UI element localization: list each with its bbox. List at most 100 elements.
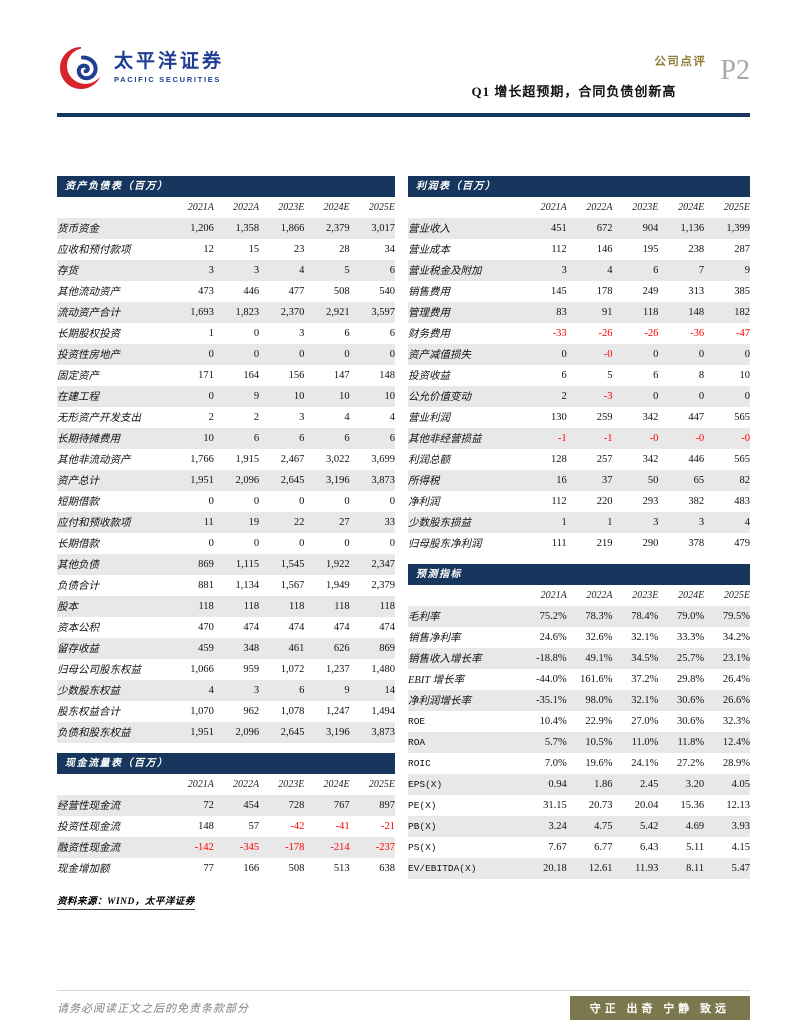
cell-value: 15 [248, 244, 260, 255]
cell-value: 474 [333, 622, 350, 633]
cell-value: 23.1% [722, 653, 750, 664]
cell-value: 128 [550, 454, 567, 465]
table-row: PS(X) 7.67 6.77 6.43 5.11 4.15 [408, 837, 750, 858]
cell-value: 34 [384, 244, 396, 255]
cell-value: 1,070 [190, 706, 214, 717]
cell-value: 12.13 [726, 800, 750, 811]
cell-value: 1,866 [280, 223, 305, 234]
cell-value: 565 [734, 454, 750, 465]
cell-value: 50 [647, 475, 659, 486]
balance-sheet-section: 资产负债表（百万） 2021A 2022A 2023E 2024E 2025E 货币资金 1… [57, 176, 395, 743]
cell-value: 1,066 [190, 664, 214, 675]
year-column-header: 2025E [704, 197, 750, 218]
cell-value: 378 [688, 538, 705, 549]
cell-value: 2,370 [280, 307, 305, 318]
year-column-header: 2022A [566, 197, 613, 218]
table-row: 其他非经营损益 -1 -1 -0 -0 -0 [408, 428, 750, 449]
cell-value: 479 [734, 538, 750, 549]
table-row: 在建工程 0 9 10 10 10 [57, 386, 395, 407]
cell-value: 32.1% [631, 632, 659, 643]
cell-value: 10 [739, 370, 751, 381]
row-label: 长期股权投资 [57, 329, 120, 340]
cell-value: 112 [551, 496, 567, 507]
cell-value: 29.8% [677, 674, 705, 685]
cell-value: 1,915 [235, 454, 260, 465]
cell-value: 161.6% [580, 674, 613, 685]
cell-value: 220 [596, 496, 613, 507]
cell-value: 0 [299, 538, 305, 549]
row-label: 营业税金及附加 [408, 266, 482, 277]
cell-value: 2 [208, 412, 214, 423]
cell-value: 1,247 [326, 706, 350, 717]
table-row: 销售费用 145 178 249 313 385 [408, 281, 750, 302]
table-row: 融资性现金流 -142 -345 -178 -214 -237 [57, 837, 395, 858]
cell-value: 959 [243, 664, 260, 675]
cell-value: 3,196 [326, 727, 350, 738]
cell-value: 1,545 [280, 559, 305, 570]
cell-value: 147 [333, 370, 350, 381]
cell-value: 2,347 [371, 559, 395, 570]
table-row: 少数股东权益 4 3 6 9 14 [57, 680, 395, 701]
cell-value: 6 [344, 328, 350, 339]
row-label: ROA [408, 737, 426, 748]
cell-value: 1,951 [190, 727, 214, 738]
cell-value: -0 [603, 349, 613, 360]
header-divider [57, 113, 750, 117]
cell-value: 22 [293, 517, 305, 528]
cell-value: 869 [379, 643, 395, 654]
cell-value: 33 [384, 517, 396, 528]
table-row: 投资收益 6 5 6 8 10 [408, 365, 750, 386]
cell-value: 1,078 [280, 706, 305, 717]
cell-value: 1,766 [190, 454, 214, 465]
cell-value: -214 [330, 842, 350, 853]
cell-value: 65 [693, 475, 705, 486]
cell-value: 72 [203, 800, 214, 811]
cell-value: 20.73 [588, 800, 613, 811]
table-row: 资产减值损失 0 -0 0 0 0 [408, 344, 750, 365]
table-row: 长期待摊费用 10 6 6 6 6 [57, 428, 395, 449]
cell-value: 219 [596, 538, 613, 549]
table-row: 归母股东净利润 111 219 290 378 479 [408, 533, 750, 554]
report-title: Q1 增长超预期，合同负债创新高 [471, 84, 677, 99]
cash-flow-title: 现金流量表（百万） [57, 753, 395, 774]
cash-flow-table: 2021A 2022A 2023E 2024E 2025E 经营性现金流 72 454 728 7… [57, 774, 395, 879]
cell-value: -21 [381, 821, 395, 832]
year-header-row: 2021A 2022A 2023E 2024E 2025E [57, 197, 395, 218]
row-label: 长期待摊费用 [57, 434, 120, 445]
logo-text: 太平洋证券 PACIFIC SECURITIES [114, 51, 224, 85]
cell-value: 171 [198, 370, 214, 381]
cell-value: 3,022 [326, 454, 350, 465]
header-right: 公司点评 Q1 增长超预期，合同负债创新高 P2 [472, 44, 750, 100]
cell-value: 6 [653, 265, 659, 276]
year-header-spacer [408, 197, 521, 218]
row-label: EBIT 增长率 [408, 675, 465, 686]
cell-value: 112 [551, 244, 567, 255]
row-label: 其他非流动资产 [57, 455, 131, 466]
cell-value: 14 [384, 685, 396, 696]
cell-value: 257 [596, 454, 613, 465]
cell-value: 5.47 [731, 863, 750, 874]
row-label: ROIC [408, 758, 431, 769]
cell-value: 0 [253, 496, 260, 507]
table-row: PE(X) 31.15 20.73 20.04 15.36 12.13 [408, 795, 750, 816]
cell-value: 118 [379, 601, 395, 612]
cell-value: 293 [642, 496, 659, 507]
row-label: 投资性现金流 [57, 822, 120, 833]
cell-value: 3 [253, 265, 260, 276]
cell-value: 20.18 [543, 863, 567, 874]
year-header-spacer [57, 197, 169, 218]
cell-value: 1 [607, 517, 613, 528]
row-label: 流动资产合计 [57, 308, 120, 319]
cell-value: -35.1% [536, 695, 567, 706]
cell-value: 2,379 [371, 580, 395, 591]
cell-value: 8 [698, 370, 705, 381]
cell-value: 474 [379, 622, 395, 633]
row-label: 留存收益 [57, 644, 99, 655]
cell-value: 118 [289, 601, 305, 612]
cell-value: 1.86 [594, 779, 613, 790]
report-header: 太平洋证券 PACIFIC SECURITIES 公司点评 Q1 增长超预期，合… [57, 44, 750, 104]
cell-value: 451 [550, 223, 567, 234]
row-label: PB(X) [408, 821, 437, 832]
cell-value: -178 [285, 842, 305, 853]
